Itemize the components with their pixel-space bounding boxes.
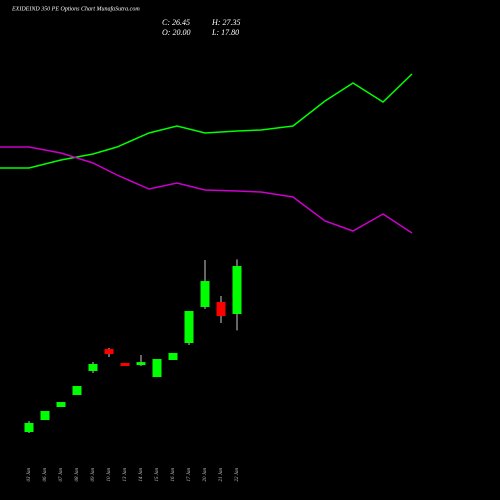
candle-body [136, 362, 146, 366]
candle-body [168, 352, 178, 360]
summary-open: O: 20.00 [162, 28, 190, 37]
chart-title: EXIDEIND 350 PE Options Chart MunafaSutr… [11, 5, 140, 12]
summary-low: L: 17.80 [211, 28, 239, 37]
x-tick-label: 21 Jan [219, 468, 224, 482]
x-tick-label: 16 Jan [171, 468, 176, 482]
x-tick-label: 09 Jan [91, 468, 96, 482]
candle-body [184, 311, 194, 344]
x-tick-label: 20 Jan [203, 468, 208, 482]
x-tick-label: 13 Jan [123, 468, 128, 482]
candle-body [88, 363, 98, 371]
x-tick-label: 15 Jan [155, 468, 160, 482]
candle-body [40, 411, 50, 421]
candle-body [152, 359, 162, 378]
candle-body [200, 281, 210, 308]
x-tick-label: 22 Jan [235, 468, 240, 482]
x-tick-label: 06 Jan [43, 468, 48, 482]
candle-body [104, 349, 114, 355]
x-tick-label: 10 Jan [107, 468, 112, 482]
x-tick-label: 14 Jan [139, 468, 144, 482]
indicator-line [0, 146, 413, 234]
x-tick-label: 07 Jan [59, 468, 64, 482]
x-tick-label: 17 Jan [187, 468, 192, 482]
indicator-line [0, 73, 413, 169]
summary-high: H: 27.35 [211, 18, 240, 27]
summary-close: C: 26.45 [162, 18, 190, 27]
candle-body [120, 363, 130, 367]
candle-body [232, 266, 242, 314]
candle-body [56, 402, 66, 407]
candle-body [216, 302, 226, 317]
x-tick-label: 03 Jan [27, 468, 32, 482]
candle-body [72, 386, 82, 396]
candle-body [24, 422, 34, 432]
x-tick-label: 08 Jan [75, 468, 80, 482]
